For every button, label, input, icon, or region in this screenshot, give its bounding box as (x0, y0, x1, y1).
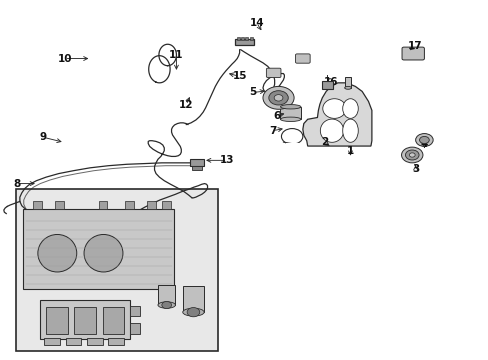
Bar (280, 107, 300, 119)
Bar (44, 338, 60, 345)
Circle shape (401, 147, 422, 163)
Bar (102, 307, 123, 334)
Text: 15: 15 (232, 71, 246, 81)
Text: 13: 13 (220, 156, 234, 165)
Circle shape (415, 134, 432, 147)
Bar (249, 37, 252, 40)
FancyBboxPatch shape (295, 54, 309, 63)
Ellipse shape (38, 234, 77, 272)
Circle shape (187, 307, 200, 317)
Ellipse shape (158, 302, 175, 308)
Text: 6: 6 (273, 111, 280, 121)
Bar (130, 323, 140, 334)
Text: 14: 14 (249, 18, 264, 28)
Circle shape (263, 86, 293, 109)
Ellipse shape (183, 308, 203, 316)
Bar (236, 37, 239, 40)
Circle shape (408, 153, 414, 157)
Bar (245, 37, 248, 40)
Circle shape (419, 136, 428, 144)
Bar (344, 77, 351, 88)
Text: 17: 17 (407, 41, 421, 51)
Text: 9: 9 (39, 132, 46, 142)
Text: 7: 7 (268, 126, 276, 136)
Bar (192, 166, 201, 170)
Bar (162, 201, 170, 208)
Bar (147, 201, 156, 208)
Bar (55, 201, 63, 208)
Bar (87, 338, 102, 345)
Circle shape (405, 150, 418, 160)
Ellipse shape (342, 119, 358, 142)
Bar (190, 159, 203, 166)
Bar (125, 201, 134, 208)
Ellipse shape (342, 99, 358, 118)
Text: 4: 4 (420, 139, 427, 149)
Text: 1: 1 (346, 146, 353, 156)
Bar (23, 208, 174, 289)
Circle shape (274, 95, 283, 101)
Bar (234, 39, 254, 45)
Bar (241, 37, 244, 40)
Ellipse shape (322, 99, 346, 118)
Text: 16: 16 (323, 77, 338, 87)
Text: 8: 8 (13, 179, 20, 189)
Bar (183, 287, 203, 312)
Text: 5: 5 (249, 87, 256, 98)
Ellipse shape (280, 117, 300, 121)
Bar (65, 338, 81, 345)
Text: 10: 10 (57, 54, 72, 64)
Bar (40, 300, 130, 339)
Ellipse shape (344, 86, 351, 89)
FancyBboxPatch shape (401, 47, 424, 60)
Polygon shape (302, 83, 371, 146)
Text: 2: 2 (321, 138, 327, 148)
Ellipse shape (280, 105, 300, 109)
Bar (74, 307, 96, 334)
Text: 3: 3 (411, 164, 418, 174)
Bar (130, 306, 140, 316)
Bar (108, 338, 123, 345)
Circle shape (268, 91, 287, 105)
Bar (99, 201, 107, 208)
Bar (46, 307, 67, 334)
Circle shape (162, 301, 171, 309)
FancyBboxPatch shape (266, 68, 281, 77)
Text: 11: 11 (169, 50, 183, 60)
Bar (33, 201, 41, 208)
Ellipse shape (84, 234, 122, 272)
Ellipse shape (320, 119, 343, 142)
Bar (158, 285, 175, 305)
Text: 12: 12 (179, 100, 193, 110)
Bar (16, 189, 217, 351)
Bar (322, 81, 332, 89)
